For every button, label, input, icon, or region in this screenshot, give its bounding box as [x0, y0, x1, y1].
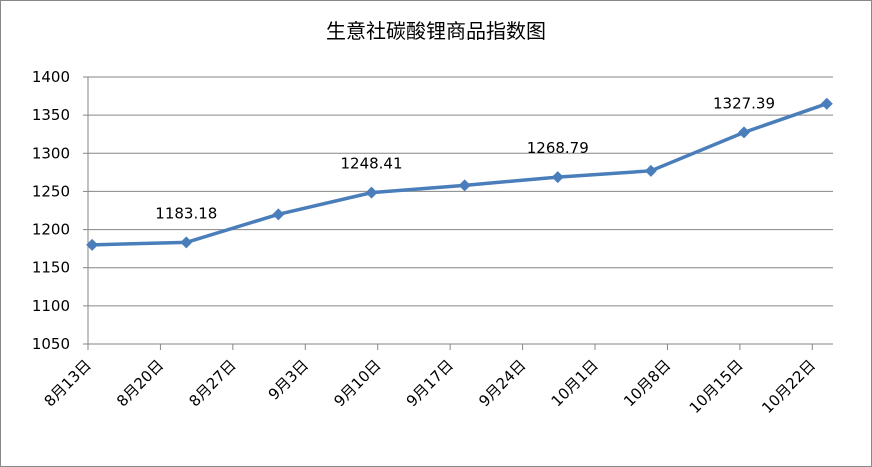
chart-title: 生意社碳酸锂商品指数图 [326, 19, 546, 43]
point-marker [551, 171, 564, 184]
point-marker [180, 236, 193, 249]
point-marker [272, 208, 285, 221]
point-marker [644, 164, 657, 177]
data-label: 1183.18 [155, 204, 217, 222]
y-tick-label: 1100 [32, 297, 70, 315]
y-tick-label: 1350 [32, 106, 70, 124]
y-tick-label: 1150 [32, 259, 70, 277]
point-marker [458, 179, 471, 192]
data-label: 1248.41 [340, 155, 402, 173]
y-tick-label: 1300 [32, 144, 70, 162]
point-marker [738, 126, 751, 139]
data-label: 1327.39 [713, 94, 775, 112]
y-tick-label: 1250 [32, 182, 70, 200]
data-label: 1268.79 [527, 139, 589, 157]
point-marker [820, 97, 833, 110]
y-tick-label: 1050 [32, 335, 70, 353]
y-tick-label: 1400 [32, 68, 70, 86]
point-marker [365, 186, 378, 199]
y-tick-label: 1200 [32, 221, 70, 239]
point-marker [86, 238, 99, 251]
